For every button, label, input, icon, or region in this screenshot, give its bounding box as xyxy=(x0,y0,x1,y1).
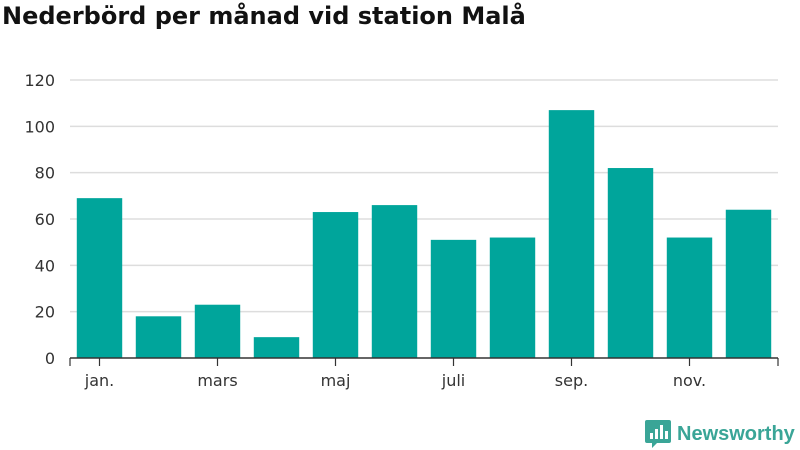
bar xyxy=(607,168,654,358)
y-tick-label: 80 xyxy=(35,164,55,183)
bars xyxy=(76,110,772,358)
x-tick-label: nov. xyxy=(673,371,706,390)
x-tick-label: maj xyxy=(321,371,351,390)
bar xyxy=(548,110,595,358)
bar xyxy=(430,239,477,358)
newsworthy-brand: Newsworthy xyxy=(644,419,795,449)
y-tick-label: 20 xyxy=(35,303,55,322)
y-tick-label: 40 xyxy=(35,256,55,275)
bar xyxy=(312,212,359,358)
x-tick-label: mars xyxy=(197,371,237,390)
y-axis: 0 20 40 60 80 100 120 xyxy=(24,71,55,368)
y-tick-label: 60 xyxy=(35,210,55,229)
grid-lines xyxy=(70,79,778,313)
y-tick-label: 120 xyxy=(24,71,55,90)
bar xyxy=(194,304,241,358)
brand-name: Newsworthy xyxy=(677,422,795,445)
bar xyxy=(371,205,418,358)
bar xyxy=(76,198,123,358)
bar xyxy=(135,316,182,358)
x-axis: jan. mars maj juli sep. nov. xyxy=(69,357,779,390)
x-tick-label: juli xyxy=(441,371,465,390)
chart-title: Nederbörd per månad vid station Malå xyxy=(2,2,526,30)
newsworthy-logo-icon xyxy=(645,420,671,448)
x-tick-label: jan. xyxy=(84,371,114,390)
bar xyxy=(666,237,713,358)
y-tick-label: 0 xyxy=(45,349,55,368)
x-tick-label: sep. xyxy=(555,371,588,390)
bar xyxy=(489,237,536,358)
y-tick-label: 100 xyxy=(24,117,55,136)
bar xyxy=(725,209,772,358)
bar xyxy=(253,337,300,358)
